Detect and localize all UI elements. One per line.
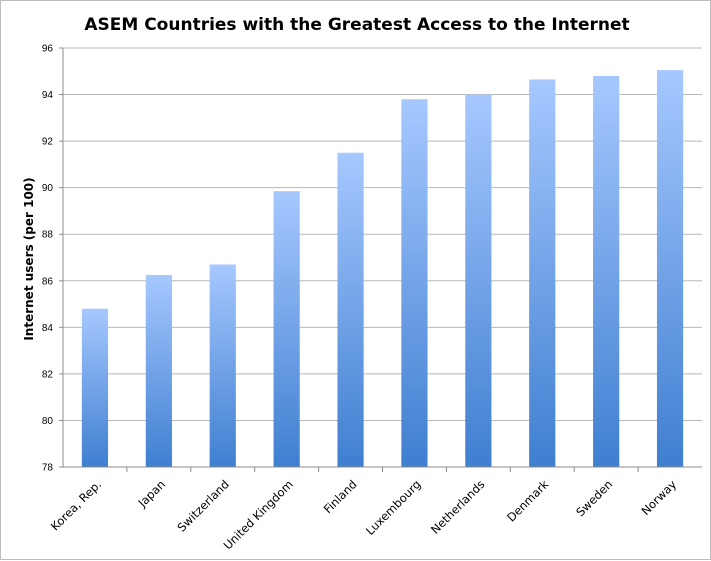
x-tick-label: Finland (321, 477, 360, 516)
y-tick-label: 90 (42, 183, 54, 194)
y-tick-label: 82 (42, 369, 54, 380)
y-tick-label: 84 (42, 323, 54, 334)
bar-norway (656, 70, 684, 467)
bar-switzerland (209, 264, 236, 467)
x-tick-label: Netherlands (428, 477, 487, 536)
bars (81, 70, 684, 468)
y-axis-label: Internet users (per 100) (22, 177, 36, 340)
x-tick-label: United Kingdom (221, 477, 296, 552)
bar-united-kingdom (273, 191, 300, 468)
bar-sweden (593, 75, 620, 467)
x-tick-label: Denmark (504, 477, 552, 525)
bar-denmark (529, 79, 556, 468)
y-tick-label: 94 (42, 90, 54, 101)
x-tick-label: Luxembourg (363, 477, 424, 538)
y-axis-ticks: 78 80 82 84 86 88 90 92 94 96 (42, 44, 63, 474)
bar-japan (145, 274, 172, 467)
y-tick-label: 80 (42, 416, 54, 427)
bar-finland (337, 152, 364, 467)
y-tick-label: 96 (42, 44, 54, 55)
bar-luxembourg (401, 99, 428, 467)
x-tick-label: Switzerland (175, 477, 232, 534)
y-tick-label: 86 (42, 276, 54, 287)
x-tick-label: Japan (135, 477, 168, 510)
x-tick-label: Norway (638, 477, 679, 518)
y-tick-label: 78 (42, 463, 54, 474)
x-tick-label: Sweden (573, 477, 615, 519)
y-tick-label: 92 (42, 137, 54, 148)
x-tick-label: Korea, Rep. (48, 477, 104, 533)
chart-title: ASEM Countries with the Greatest Access … (84, 15, 629, 35)
bar-korea-rep (81, 308, 109, 467)
y-tick-label: 88 (42, 230, 54, 241)
bar-netherlands (465, 94, 492, 468)
